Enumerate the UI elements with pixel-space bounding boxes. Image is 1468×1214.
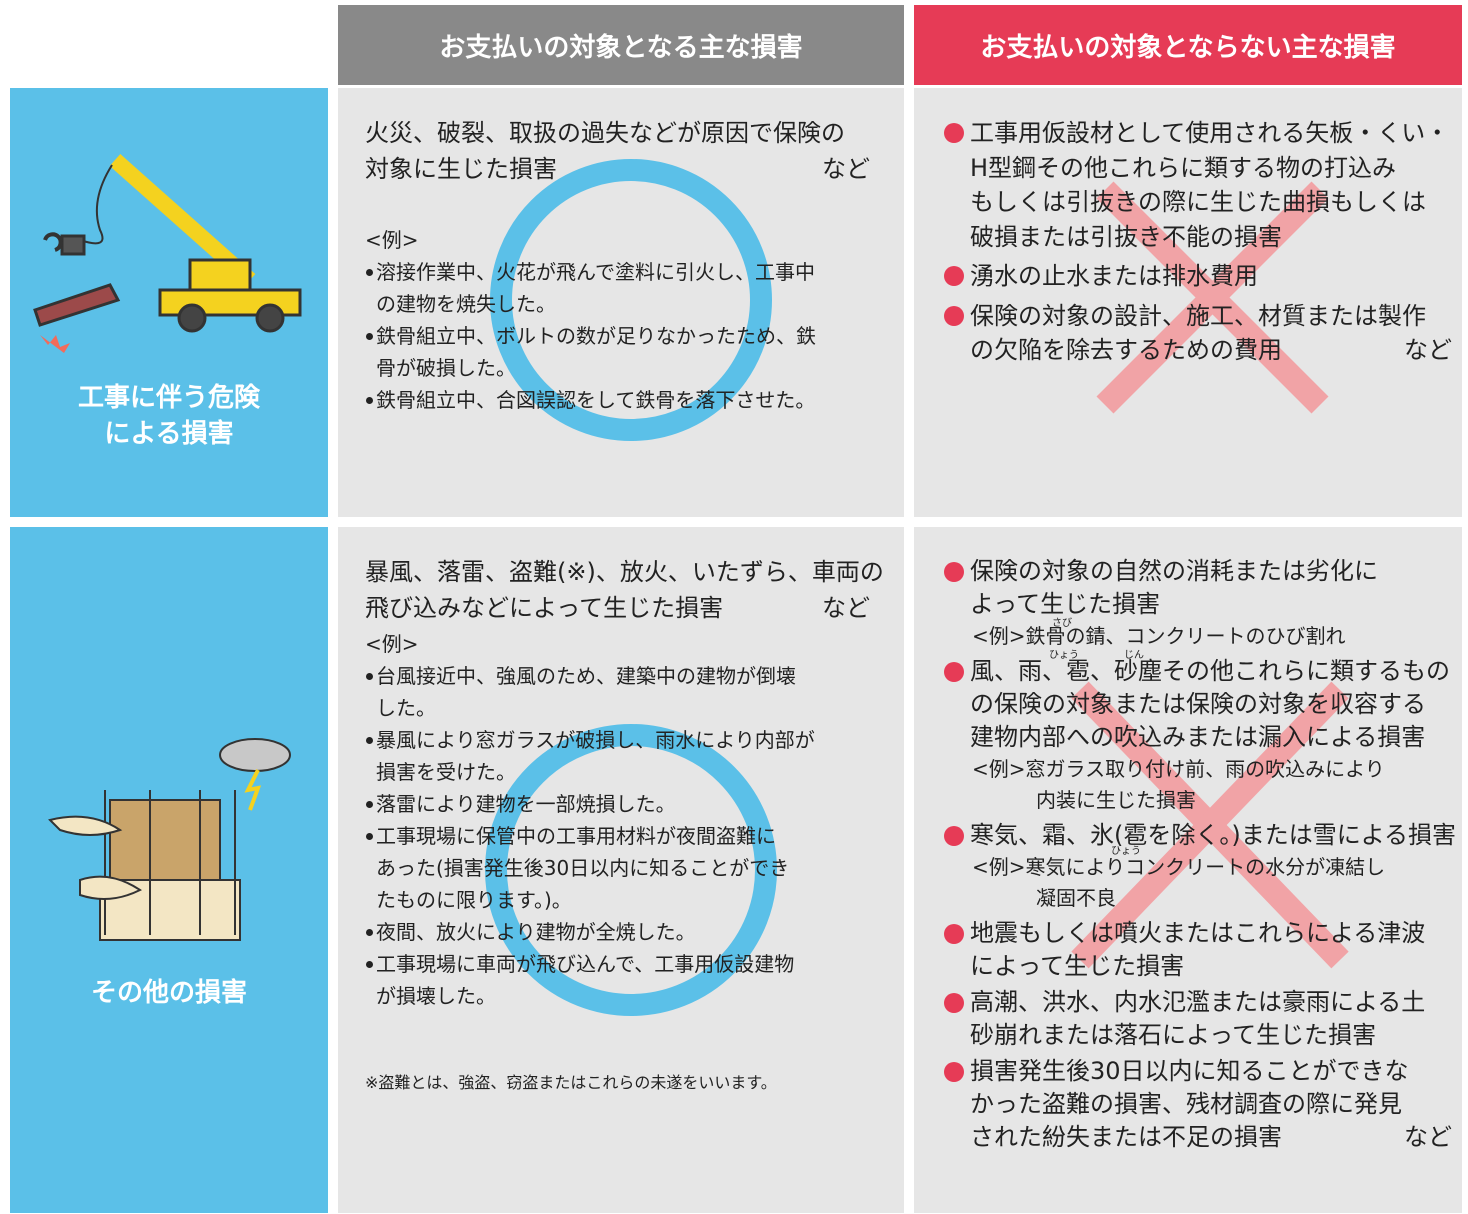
circle-mark bbox=[490, 159, 772, 441]
footnote: ※盗難とは、強盗、窃盗またはこれらの未遂をいいます。 bbox=[365, 1073, 777, 1092]
furigana: じん bbox=[1124, 650, 1144, 661]
bullet bbox=[944, 661, 964, 682]
item-line: 保険の対象の自然の消耗または劣化に bbox=[970, 557, 1378, 585]
item-line: 保険の対象の設計、施工、材質または製作 bbox=[970, 301, 1426, 330]
example-line: 溶接作業中、火花が飛んで塗料に引火し、工事中 bbox=[376, 260, 815, 284]
example-line: 夜間、放火により建物が全焼した。 bbox=[376, 920, 696, 944]
item-line: 破損または引抜き不能の損害 bbox=[970, 222, 1282, 251]
furigana: さび bbox=[1052, 618, 1072, 629]
category-label: による損害 bbox=[104, 419, 234, 449]
not-covered-cell bbox=[914, 527, 1462, 1213]
item-line: 寒気、霜、氷(雹を除く。)または雪による損害 bbox=[970, 821, 1457, 849]
item-line: 高潮、洪水、内水氾濫または豪雨による土 bbox=[970, 988, 1426, 1016]
example-line: 内装に生じた損害 bbox=[1036, 788, 1196, 812]
bullet bbox=[366, 961, 373, 968]
bullet bbox=[944, 266, 964, 287]
bullet bbox=[366, 833, 373, 840]
bullet bbox=[366, 737, 373, 744]
summary-suffix: など bbox=[822, 594, 870, 622]
bullet bbox=[366, 333, 373, 340]
example-line: が損壊した。 bbox=[376, 984, 496, 1008]
building-illustration bbox=[48, 738, 291, 941]
bullet bbox=[944, 923, 964, 944]
bullet bbox=[366, 929, 373, 936]
bullet bbox=[944, 825, 964, 846]
example-line: 台風接近中、強風のため、建築中の建物が倒壊 bbox=[376, 664, 796, 688]
circle-mark bbox=[485, 724, 777, 1016]
item-line: 地震もしくは噴火またはこれらによる津波 bbox=[970, 919, 1426, 947]
not-covered-cell bbox=[914, 88, 1462, 517]
bullet bbox=[944, 305, 964, 326]
example-line: <例>鉄骨の錆、コンクリートのひび割れ bbox=[972, 624, 1346, 648]
item-line: 損害発生後30日以内に知ることができな bbox=[970, 1057, 1409, 1085]
crane-illustration bbox=[33, 154, 302, 353]
furigana: ひょう bbox=[1049, 650, 1079, 661]
bullet bbox=[944, 1061, 964, 1082]
category-label: 工事に伴う危険 bbox=[77, 383, 260, 413]
example-line: 工事現場に車両が飛び込んで、工事用仮設建物 bbox=[376, 952, 795, 976]
item-line: 風、雨、雹、砂塵その他これらに類するもの bbox=[970, 657, 1450, 685]
bullet bbox=[944, 123, 964, 144]
example-heading: <例> bbox=[365, 632, 419, 656]
item-line: もしくは引抜きの際に生じた曲損もしくは bbox=[970, 188, 1426, 216]
example-heading: <例> bbox=[365, 228, 419, 252]
example-line: 暴風により窓ガラスが破損し、雨水により内部が bbox=[376, 728, 815, 752]
item-line: 工事用仮設材として使用される矢板・くい・ bbox=[970, 119, 1450, 147]
summary-suffix: など bbox=[822, 155, 870, 183]
example-line: の建物を焼失した。 bbox=[376, 292, 556, 316]
item-suffix: など bbox=[1404, 1123, 1452, 1151]
header-covered: お支払いの対象となる主な損害 bbox=[338, 5, 904, 85]
example-line: 鉄骨組立中、ボルトの数が足りなかったため、鉄 bbox=[376, 324, 816, 348]
example-line: <例>寒気によりコンクリートの水分が凍結し bbox=[972, 855, 1386, 879]
bullet bbox=[944, 561, 964, 582]
header-not-covered: お支払いの対象とならない主な損害 bbox=[914, 5, 1462, 85]
example-line: 損害を受けた。 bbox=[376, 760, 516, 784]
example-line: 落雷により建物を一部焼損した。 bbox=[376, 792, 676, 816]
item-line: 湧水の止水または排水費用 bbox=[970, 262, 1258, 290]
bullet bbox=[944, 992, 964, 1013]
summary-line: 対象に生じた損害 bbox=[365, 155, 557, 183]
example-line: <例>窓ガラス取り付け前、雨の吹込みにより bbox=[972, 757, 1385, 781]
example-line: した。 bbox=[376, 696, 436, 720]
example-line: あった(損害発生後30日以内に知ることができ bbox=[376, 856, 790, 880]
bullet bbox=[366, 269, 373, 276]
item-suffix: など bbox=[1404, 336, 1452, 364]
cross-mark bbox=[1096, 181, 1329, 414]
bullet bbox=[366, 801, 373, 808]
item-line: によって生じた損害 bbox=[970, 952, 1185, 980]
example-line: 鉄骨組立中、合図誤認をして鉄骨を落下させた。 bbox=[376, 388, 816, 412]
item-line: の保険の対象または保険の対象を収容する bbox=[970, 690, 1426, 718]
bullet bbox=[366, 673, 373, 680]
item-line: かった盗難の損害、残材調査の際に発見 bbox=[970, 1090, 1402, 1118]
example-line: 骨が破損した。 bbox=[376, 356, 516, 380]
covered-cell bbox=[338, 527, 904, 1213]
summary-line: 暴風、落雷、盗難(※)、放火、いたずら、車両の bbox=[365, 558, 884, 586]
item-line: 砂崩れまたは落石によって生じた損害 bbox=[970, 1021, 1377, 1049]
category-label: その他の損害 bbox=[90, 978, 247, 1008]
cross-mark bbox=[1071, 681, 1349, 969]
example-line: 凝固不良 bbox=[1036, 886, 1116, 910]
summary-line: 飛び込みなどによって生じた損害 bbox=[365, 594, 724, 622]
item-line: 建物内部への吹込みまたは漏入による損害 bbox=[970, 723, 1426, 751]
example-line: たものに限ります。)。 bbox=[376, 888, 572, 912]
item-line: H型鋼その他これらに類する物の打込み bbox=[970, 153, 1397, 182]
furigana: ひょう bbox=[1111, 846, 1141, 857]
item-line: の欠陥を除去するための費用 bbox=[970, 336, 1282, 364]
bullet bbox=[366, 397, 373, 404]
item-line: された紛失または不足の損害 bbox=[970, 1123, 1282, 1151]
summary-line: 火災、破裂、取扱の過失などが原因で保険の bbox=[365, 119, 845, 147]
item-line: よって生じた損害 bbox=[970, 590, 1161, 618]
example-line: 工事現場に保管中の工事用材料が夜間盗難に bbox=[376, 824, 776, 848]
